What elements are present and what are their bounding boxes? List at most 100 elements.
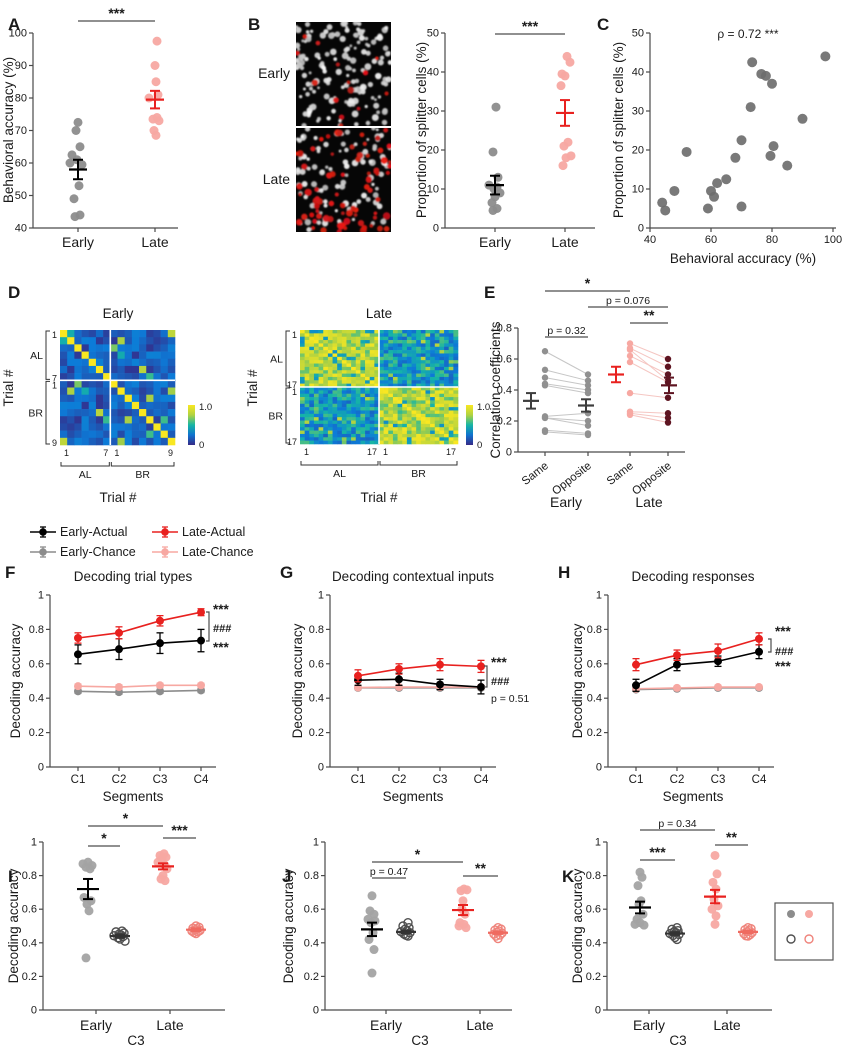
annotation: *** [213,602,230,617]
data-point [632,681,640,690]
data-point [768,141,779,152]
data-points-early-actual [630,867,649,930]
data-point [156,639,164,648]
significance-label: p = 0.076 [606,295,650,307]
mean-errorbar [704,888,726,905]
panel-d-ylabel-late: Trial # [245,369,260,406]
data-point [156,687,164,696]
legend-dot-chance-early [786,934,796,944]
early-field-image [296,22,391,126]
data-point [633,881,643,891]
y-tick-label: 10 [632,184,644,196]
data-point [664,371,672,378]
y-tick-label: 90 [15,60,27,72]
data-point [745,102,756,113]
data-point [354,671,362,680]
data-point [714,683,722,692]
data-point [664,414,672,422]
significance-label: p = 0.32 [547,325,585,337]
data-points-late [144,36,164,140]
row-group-bracket [285,387,290,444]
data-point [541,414,549,422]
row-group-bracket [45,330,50,380]
y-tick-label: 0.8 [586,870,601,882]
panel-h-letter: H [558,563,570,582]
data-point [584,371,592,378]
data-point [154,116,164,126]
panel-d-xlabel-late: Trial # [360,490,397,505]
data-point [561,153,571,163]
y-tick-label: 1 [596,590,602,602]
data-point [395,675,403,684]
data-point [626,346,634,353]
panel-f-xlabel: Segments [103,789,164,804]
x-tick-label: C2 [112,774,127,786]
data-point [71,126,81,135]
y-tick-label: 0.2 [22,971,37,983]
x-tick-label: C4 [752,774,767,786]
y-tick-label: 50 [15,190,27,202]
x-tick-label: C1 [351,774,366,786]
significance-label: p = 0.47 [370,866,408,878]
mean-errorbar [452,904,474,917]
y-tick-label: 0.4 [497,385,512,397]
legend-dot-actual-late [805,910,813,918]
data-point [626,411,634,418]
series-early-actual [632,644,763,692]
data-point [681,146,692,157]
data-points-early-chance [396,917,415,941]
y-tick-label: 30 [632,106,644,118]
data-point [584,417,592,425]
y-tick-label: 0.4 [29,693,44,705]
data-point [765,150,776,161]
colorbar [466,405,473,445]
category-label: Late [156,1017,183,1033]
data-point [559,141,569,151]
x-tick-label: 100 [824,234,842,246]
mean-errorbar [361,921,383,938]
data-point [541,382,549,389]
paired-set-late [626,340,672,426]
legend-marker-early-chance [30,546,56,558]
x-tick-label: C3 [433,774,448,786]
col-group-label: AL [333,468,346,480]
y-tick-label: 0.4 [309,693,324,705]
column-label: Opposite [550,460,594,498]
data-point [541,348,549,355]
data-point [454,921,464,931]
y-tick-label: 100 [9,28,27,40]
data-point [660,205,671,216]
legend-marker-late-actual [152,526,178,538]
category-label: Late [466,1017,493,1033]
category-label: Late [713,1017,740,1033]
y-tick-label: 50 [632,28,644,40]
row-group-label: BR [268,411,283,423]
x-tick-label: C2 [670,774,685,786]
x-tick-label: C3 [153,774,168,786]
row-tick: 17 [287,380,297,390]
col-group-bracket [379,461,458,466]
x-tick-label: 80 [766,234,778,246]
mean-errorbar [146,89,164,110]
panel-d-xlabel-early: Trial # [99,490,136,505]
y-tick-label: 0.8 [29,624,44,636]
panel-d-title-late: Late [366,306,392,321]
annotation: p = 0.51 [491,693,529,705]
panel-i-letter: I [8,867,13,886]
series-late-actual [74,608,205,644]
mean-errorbar [396,929,416,935]
y-tick-label: 0.2 [309,727,324,739]
legend-label-early-actual: Early-Actual [60,525,127,539]
colorbar [188,405,195,445]
legend-label-early-chance: Early-Chance [60,545,136,559]
col-group-bracket [110,462,175,467]
data-point [797,113,808,124]
y-tick-label: 70 [15,125,27,137]
col-tick: 1 [64,448,69,458]
data-point [369,909,379,919]
significance-label: * [585,275,591,291]
y-tick-label: 0.6 [497,354,512,366]
mean-errorbar [661,376,677,395]
